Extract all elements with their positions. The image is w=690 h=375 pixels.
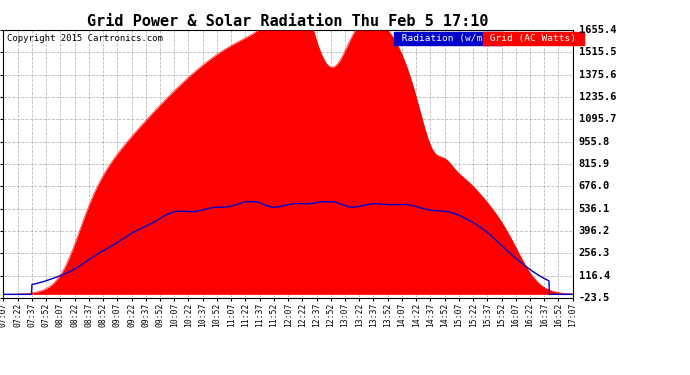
- Text: 1515.5: 1515.5: [578, 47, 616, 57]
- Text: 116.4: 116.4: [578, 271, 610, 281]
- Text: -23.5: -23.5: [578, 293, 610, 303]
- Text: 1375.6: 1375.6: [578, 70, 616, 80]
- Text: Radiation (w/m2): Radiation (w/m2): [396, 34, 500, 43]
- Text: 955.8: 955.8: [578, 137, 610, 147]
- Text: 1655.4: 1655.4: [578, 25, 616, 35]
- Text: 396.2: 396.2: [578, 226, 610, 236]
- Text: 536.1: 536.1: [578, 204, 610, 214]
- Text: 1095.7: 1095.7: [578, 114, 616, 125]
- Text: 676.0: 676.0: [578, 182, 610, 191]
- Text: 256.3: 256.3: [578, 249, 610, 258]
- Text: 1235.6: 1235.6: [578, 92, 616, 102]
- Title: Grid Power & Solar Radiation Thu Feb 5 17:10: Grid Power & Solar Radiation Thu Feb 5 1…: [88, 14, 489, 29]
- Text: Grid (AC Watts): Grid (AC Watts): [484, 34, 582, 43]
- Text: Copyright 2015 Cartronics.com: Copyright 2015 Cartronics.com: [7, 34, 163, 43]
- Text: 815.9: 815.9: [578, 159, 610, 169]
